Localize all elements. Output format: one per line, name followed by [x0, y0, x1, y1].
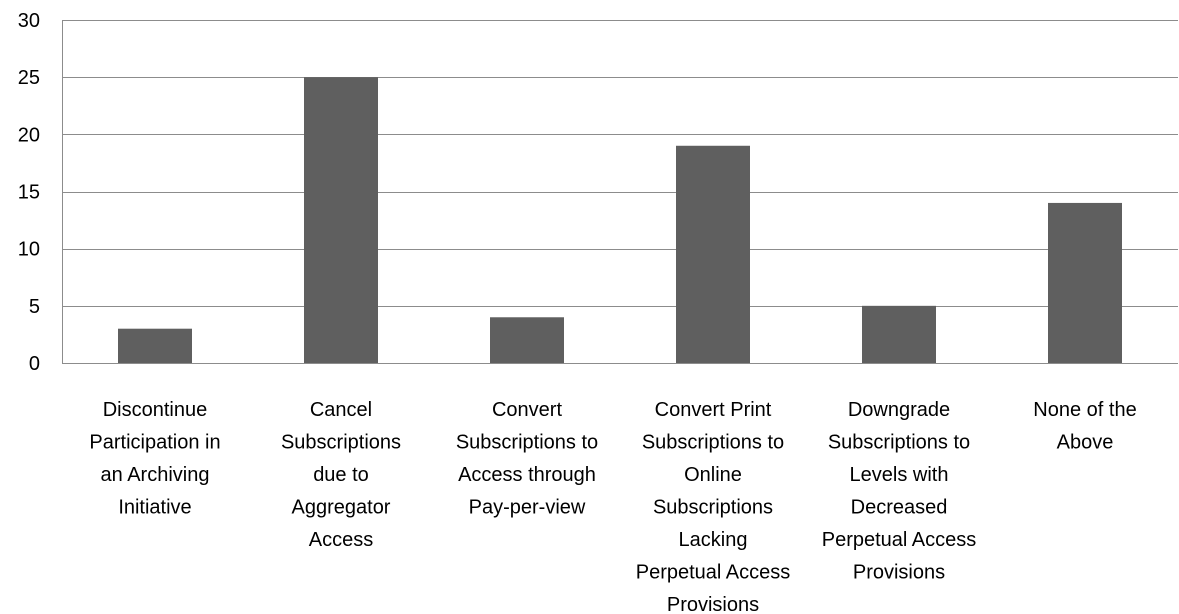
y-tick-label: 20 — [18, 124, 40, 146]
x-category-label-line: None of the — [1033, 399, 1136, 421]
bar — [118, 328, 192, 363]
y-tick-label: 5 — [29, 296, 40, 318]
x-category-label-line: Participation in — [89, 432, 220, 454]
x-category-label-line: Decreased — [851, 497, 948, 519]
x-category-label-line: Discontinue — [103, 399, 208, 421]
x-category-label-line: Provisions — [853, 562, 945, 584]
x-category-label-line: Subscriptions to — [642, 432, 784, 454]
x-category-label-line: Convert Print — [655, 399, 772, 421]
x-category-label-line: Subscriptions to — [828, 432, 970, 454]
y-tick-label: 10 — [18, 239, 40, 261]
gridlines — [62, 20, 1178, 307]
axes — [62, 20, 1178, 364]
x-category-label-line: Convert — [492, 399, 562, 421]
x-category-label: Discontinue Participation in an Archiving I… — [89, 399, 220, 519]
y-tick-label: 15 — [18, 182, 40, 204]
x-category-label-line: Pay-per-view — [469, 497, 586, 519]
x-category-label-line: Above — [1057, 432, 1114, 454]
bar — [304, 77, 378, 364]
y-tick-label: 30 — [18, 10, 40, 32]
y-axis-tick-labels: 0 5 10 15 20 25 30 — [18, 10, 40, 375]
x-category-label-line: Lacking — [679, 529, 748, 551]
x-category-label: Downgrade Subscriptions to Levels with Decr… — [822, 399, 977, 584]
x-category-label-line: Subscriptions to — [456, 432, 598, 454]
x-axis-category-labels: Discontinue Participation in an Archiving I… — [89, 399, 1136, 614]
x-category-label: None of the Above — [1033, 399, 1136, 454]
y-tick-label: 25 — [18, 67, 40, 89]
x-category-label-line: Perpetual Access — [636, 562, 791, 584]
x-category-label-line: Perpetual Access — [822, 529, 977, 551]
bar — [676, 145, 750, 363]
x-category-label: Convert Subscriptions to Access through Pay… — [456, 399, 598, 519]
x-category-label-line: due to — [313, 464, 369, 486]
x-category-label-line: Access — [309, 529, 373, 551]
x-category-label-line: Aggregator — [292, 497, 391, 519]
x-category-label: Cancel Subscriptions due to Aggregator Acces… — [281, 399, 401, 551]
x-category-label-line: Levels with — [850, 464, 949, 486]
x-category-label-line: Provisions — [667, 594, 759, 614]
x-category-label-line: Subscriptions — [281, 432, 401, 454]
x-category-label-line: Access through — [458, 464, 596, 486]
bar — [490, 317, 564, 363]
bar — [862, 305, 936, 363]
x-category-label-line: an Archiving — [101, 464, 210, 486]
y-tick-label: 0 — [29, 353, 40, 375]
x-category-label-line: Online — [684, 464, 742, 486]
x-category-label-line: Downgrade — [848, 399, 950, 421]
x-category-label-line: Cancel — [310, 399, 372, 421]
bars — [118, 77, 1122, 364]
x-category-label-line: Subscriptions — [653, 497, 773, 519]
x-category-label: Convert Print Subscriptions to Online Subsc… — [636, 399, 791, 614]
x-category-label-line: Initiative — [118, 497, 191, 519]
bar — [1048, 202, 1122, 363]
